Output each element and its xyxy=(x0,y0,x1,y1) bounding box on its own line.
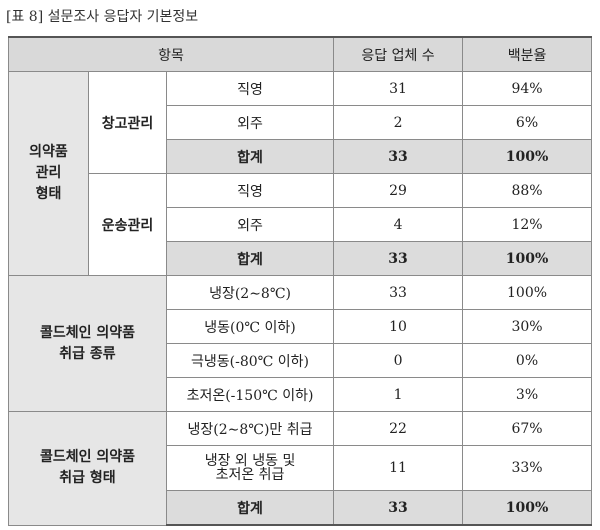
group-label-coldchain-handling: 콜드체인 의약품 취급 형태 xyxy=(8,411,167,526)
row-count: 33 xyxy=(333,490,464,526)
row-percent: 88% xyxy=(462,173,593,208)
row-type: 냉장(2∼8℃)만 취급 xyxy=(165,411,335,446)
header-row: 항목 응답 업체 수 백분율 xyxy=(7,36,593,72)
row-count: 4 xyxy=(333,207,464,242)
table-row: 의약품 관리 형태 창고관리 직영 31 94% xyxy=(8,71,593,276)
row-percent: 100% xyxy=(462,490,593,526)
row-type: 직영 xyxy=(165,71,335,106)
row-type: 냉동(0℃ 이하) xyxy=(165,309,335,344)
subgroup-label-storage: 창고관리 xyxy=(88,71,167,174)
table-row: 극냉동(-80℃ 이하) 0 0% xyxy=(9,343,593,378)
table-row: 콜드체인 의약품 취급 종류 냉장(2∼8℃) 33 100% xyxy=(8,275,593,412)
row-percent: 94% xyxy=(462,71,593,106)
group-label-text: 콜드체인 의약품 취급 종류 xyxy=(39,324,136,362)
row-type: 냉장(2∼8℃) xyxy=(165,275,335,310)
row-type-text: 냉장 외 냉동 및 초저온 취급 xyxy=(204,453,296,483)
group-label-coldchain-type: 콜드체인 의약품 취급 종류 xyxy=(8,275,167,412)
total-row: 합계 33 100% xyxy=(9,490,593,526)
table-row: 운송관리 직영 29 88% xyxy=(9,173,593,276)
table-row: 냉장 외 냉동 및 초저온 취급 11 33% xyxy=(9,445,593,491)
row-count: 29 xyxy=(333,173,464,208)
group-label-management: 의약품 관리 형태 xyxy=(8,71,89,276)
row-type: 합계 xyxy=(165,241,335,276)
row-percent: 100% xyxy=(462,139,593,174)
row-count: 2 xyxy=(333,105,464,140)
table-row: 냉동(0℃ 이하) 10 30% xyxy=(9,309,593,344)
header-count: 응답 업체 수 xyxy=(333,36,464,72)
table-row: 외주 2 6% xyxy=(9,105,593,140)
group-label-text: 콜드체인 의약품 취급 형태 xyxy=(39,449,136,487)
row-type: 직영 xyxy=(165,173,335,208)
row-count: 0 xyxy=(333,343,464,378)
table-row: 초저온(-150℃ 이하) 1 3% xyxy=(9,377,593,412)
row-percent: 12% xyxy=(462,207,593,242)
row-percent: 3% xyxy=(462,377,593,412)
total-row: 합계 33 100% xyxy=(9,241,593,276)
row-count: 10 xyxy=(333,309,464,344)
survey-respondent-table: 항목 응답 업체 수 백분율 의약품 관리 형태 창고관리 직영 31 94% … xyxy=(7,36,593,526)
header-item: 항목 xyxy=(7,36,335,72)
row-count: 1 xyxy=(333,377,464,412)
row-type: 초저온(-150℃ 이하) xyxy=(165,377,335,412)
table-row: 콜드체인 의약품 취급 형태 냉장(2∼8℃)만 취급 22 67% xyxy=(8,411,593,526)
row-type: 합계 xyxy=(165,490,335,526)
row-type: 합계 xyxy=(165,139,335,174)
group-label-text: 의약품 관리 형태 xyxy=(29,144,68,202)
row-type: 냉장 외 냉동 및 초저온 취급 xyxy=(165,445,335,491)
row-type: 외주 xyxy=(165,105,335,140)
row-percent: 33% xyxy=(462,445,593,491)
row-percent: 100% xyxy=(462,241,593,276)
row-type: 극냉동(-80℃ 이하) xyxy=(165,343,335,378)
row-percent: 67% xyxy=(462,411,593,446)
row-count: 31 xyxy=(333,71,464,106)
row-percent: 100% xyxy=(462,275,593,310)
row-type: 외주 xyxy=(165,207,335,242)
row-count: 33 xyxy=(333,139,464,174)
row-count: 22 xyxy=(333,411,464,446)
table-caption: [표 8] 설문조사 응답자 기본정보 xyxy=(6,9,199,25)
row-percent: 6% xyxy=(462,105,593,140)
row-count: 33 xyxy=(333,241,464,276)
row-percent: 0% xyxy=(462,343,593,378)
subgroup-label-transport: 운송관리 xyxy=(88,173,167,276)
header-percent: 백분율 xyxy=(462,36,593,72)
row-count: 11 xyxy=(333,445,464,491)
row-percent: 30% xyxy=(462,309,593,344)
row-count: 33 xyxy=(333,275,464,310)
total-row: 합계 33 100% xyxy=(9,139,593,174)
